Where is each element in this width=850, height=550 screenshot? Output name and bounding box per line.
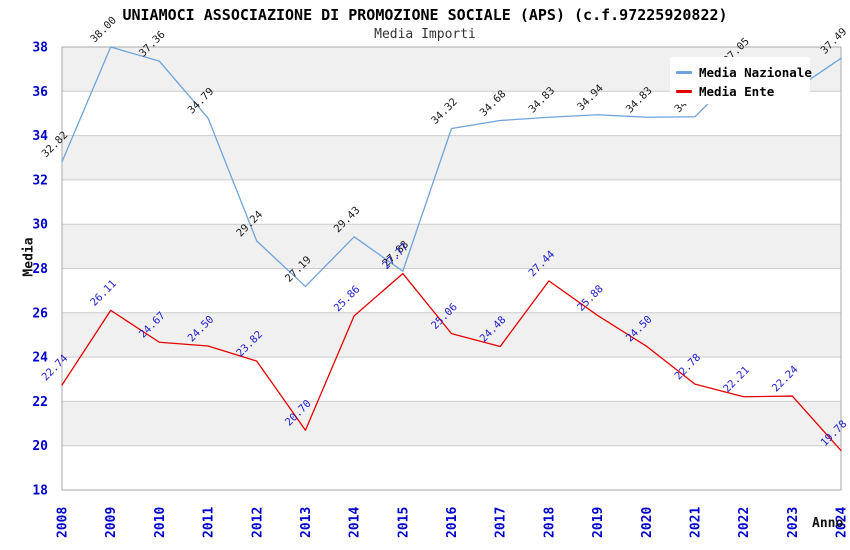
x-tick-label: 2009 xyxy=(104,507,119,538)
chart-subtitle: Media Importi xyxy=(374,27,476,42)
x-tick-label: 2018 xyxy=(542,507,557,538)
x-tick-label: 2012 xyxy=(250,507,265,538)
y-tick-label: 26 xyxy=(32,306,48,321)
plot-border xyxy=(61,46,842,491)
x-tick-label: 2015 xyxy=(396,507,411,538)
point-label-media-ente: 22.24 xyxy=(770,364,801,395)
y-tick-label: 28 xyxy=(32,262,48,277)
y-tick-label: 36 xyxy=(32,85,48,100)
legend-item-media-nazionale: Media Nazionale xyxy=(670,63,812,82)
x-tick-label: 2021 xyxy=(688,507,703,538)
legend: Media Nazionale Media Ente xyxy=(670,57,812,104)
y-axis-title: Media xyxy=(21,237,37,277)
point-label-media-ente: 26.11 xyxy=(88,278,119,309)
y-tick-label: 18 xyxy=(32,484,48,499)
x-tick-label: 2016 xyxy=(445,507,460,538)
plot-band xyxy=(62,401,841,446)
x-tick-label: 2023 xyxy=(786,507,801,538)
point-label-media-ente: 25.86 xyxy=(332,283,363,314)
chart-title: UNIAMOCI ASSOCIAZIONE DI PROMOZIONE SOCI… xyxy=(122,6,728,24)
point-label-media-ente: 25.88 xyxy=(575,283,606,314)
point-label-media-nazionale: 34.68 xyxy=(478,88,509,119)
plot-band xyxy=(62,224,841,269)
point-label-media-nazionale: 38.00 xyxy=(88,14,119,45)
y-tick-label: 22 xyxy=(32,395,48,410)
point-label-media-nazionale: 34.32 xyxy=(429,96,460,127)
plot-band xyxy=(62,312,841,358)
x-axis-title: Anno xyxy=(812,516,844,531)
y-tick-label: 34 xyxy=(32,129,48,144)
legend-label-media-ente: Media Ente xyxy=(699,84,775,99)
y-tick-label: 24 xyxy=(32,351,48,366)
x-tick-label: 2008 xyxy=(56,507,71,538)
x-tick-label: 2010 xyxy=(153,507,168,538)
y-tick-label: 30 xyxy=(32,218,48,233)
x-tick-label: 2022 xyxy=(737,507,752,538)
series-line-media-ente xyxy=(61,272,842,452)
x-tick-label: 2020 xyxy=(640,507,655,538)
x-tick-label: 2011 xyxy=(202,507,217,538)
y-tick-label: 20 xyxy=(32,439,48,454)
x-tick-label: 2017 xyxy=(494,507,509,538)
x-tick-label: 2013 xyxy=(299,507,314,538)
plot-band xyxy=(62,135,841,180)
x-tick-label: 2019 xyxy=(591,507,606,538)
legend-item-media-ente: Media Ente xyxy=(670,82,810,101)
legend-swatch-media-nazionale-icon xyxy=(676,71,692,74)
legend-label-media-nazionale: Media Nazionale xyxy=(699,65,812,80)
y-tick-label: 38 xyxy=(32,41,48,56)
legend-swatch-media-ente-icon xyxy=(676,90,692,93)
x-tick-label: 2014 xyxy=(348,507,363,538)
point-label-media-ente: 22.21 xyxy=(721,364,752,395)
y-tick-label: 32 xyxy=(32,173,48,188)
x-tick-label: 2024 xyxy=(835,507,850,538)
